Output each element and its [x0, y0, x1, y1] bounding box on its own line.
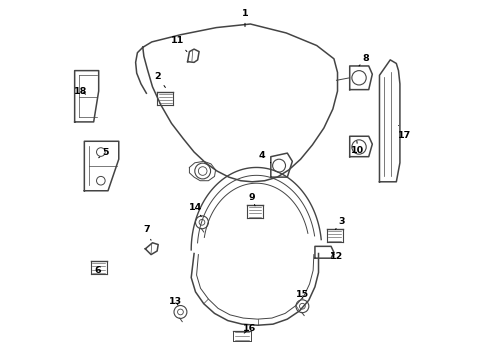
Text: 1: 1	[242, 9, 248, 27]
Text: 5: 5	[98, 148, 109, 158]
Text: 8: 8	[359, 54, 369, 66]
Text: 10: 10	[351, 141, 365, 155]
Text: 16: 16	[243, 324, 256, 333]
Text: 4: 4	[259, 151, 271, 163]
Text: 11: 11	[171, 36, 187, 51]
Text: 6: 6	[94, 266, 100, 275]
Text: 3: 3	[335, 217, 345, 229]
Text: 2: 2	[154, 72, 166, 87]
Text: 17: 17	[398, 126, 411, 140]
Text: 18: 18	[74, 86, 87, 95]
Text: 15: 15	[296, 290, 309, 299]
Text: 9: 9	[248, 193, 255, 206]
Text: 13: 13	[169, 297, 182, 306]
Text: 12: 12	[330, 252, 343, 261]
Text: 14: 14	[189, 203, 202, 217]
Text: 7: 7	[143, 225, 151, 240]
